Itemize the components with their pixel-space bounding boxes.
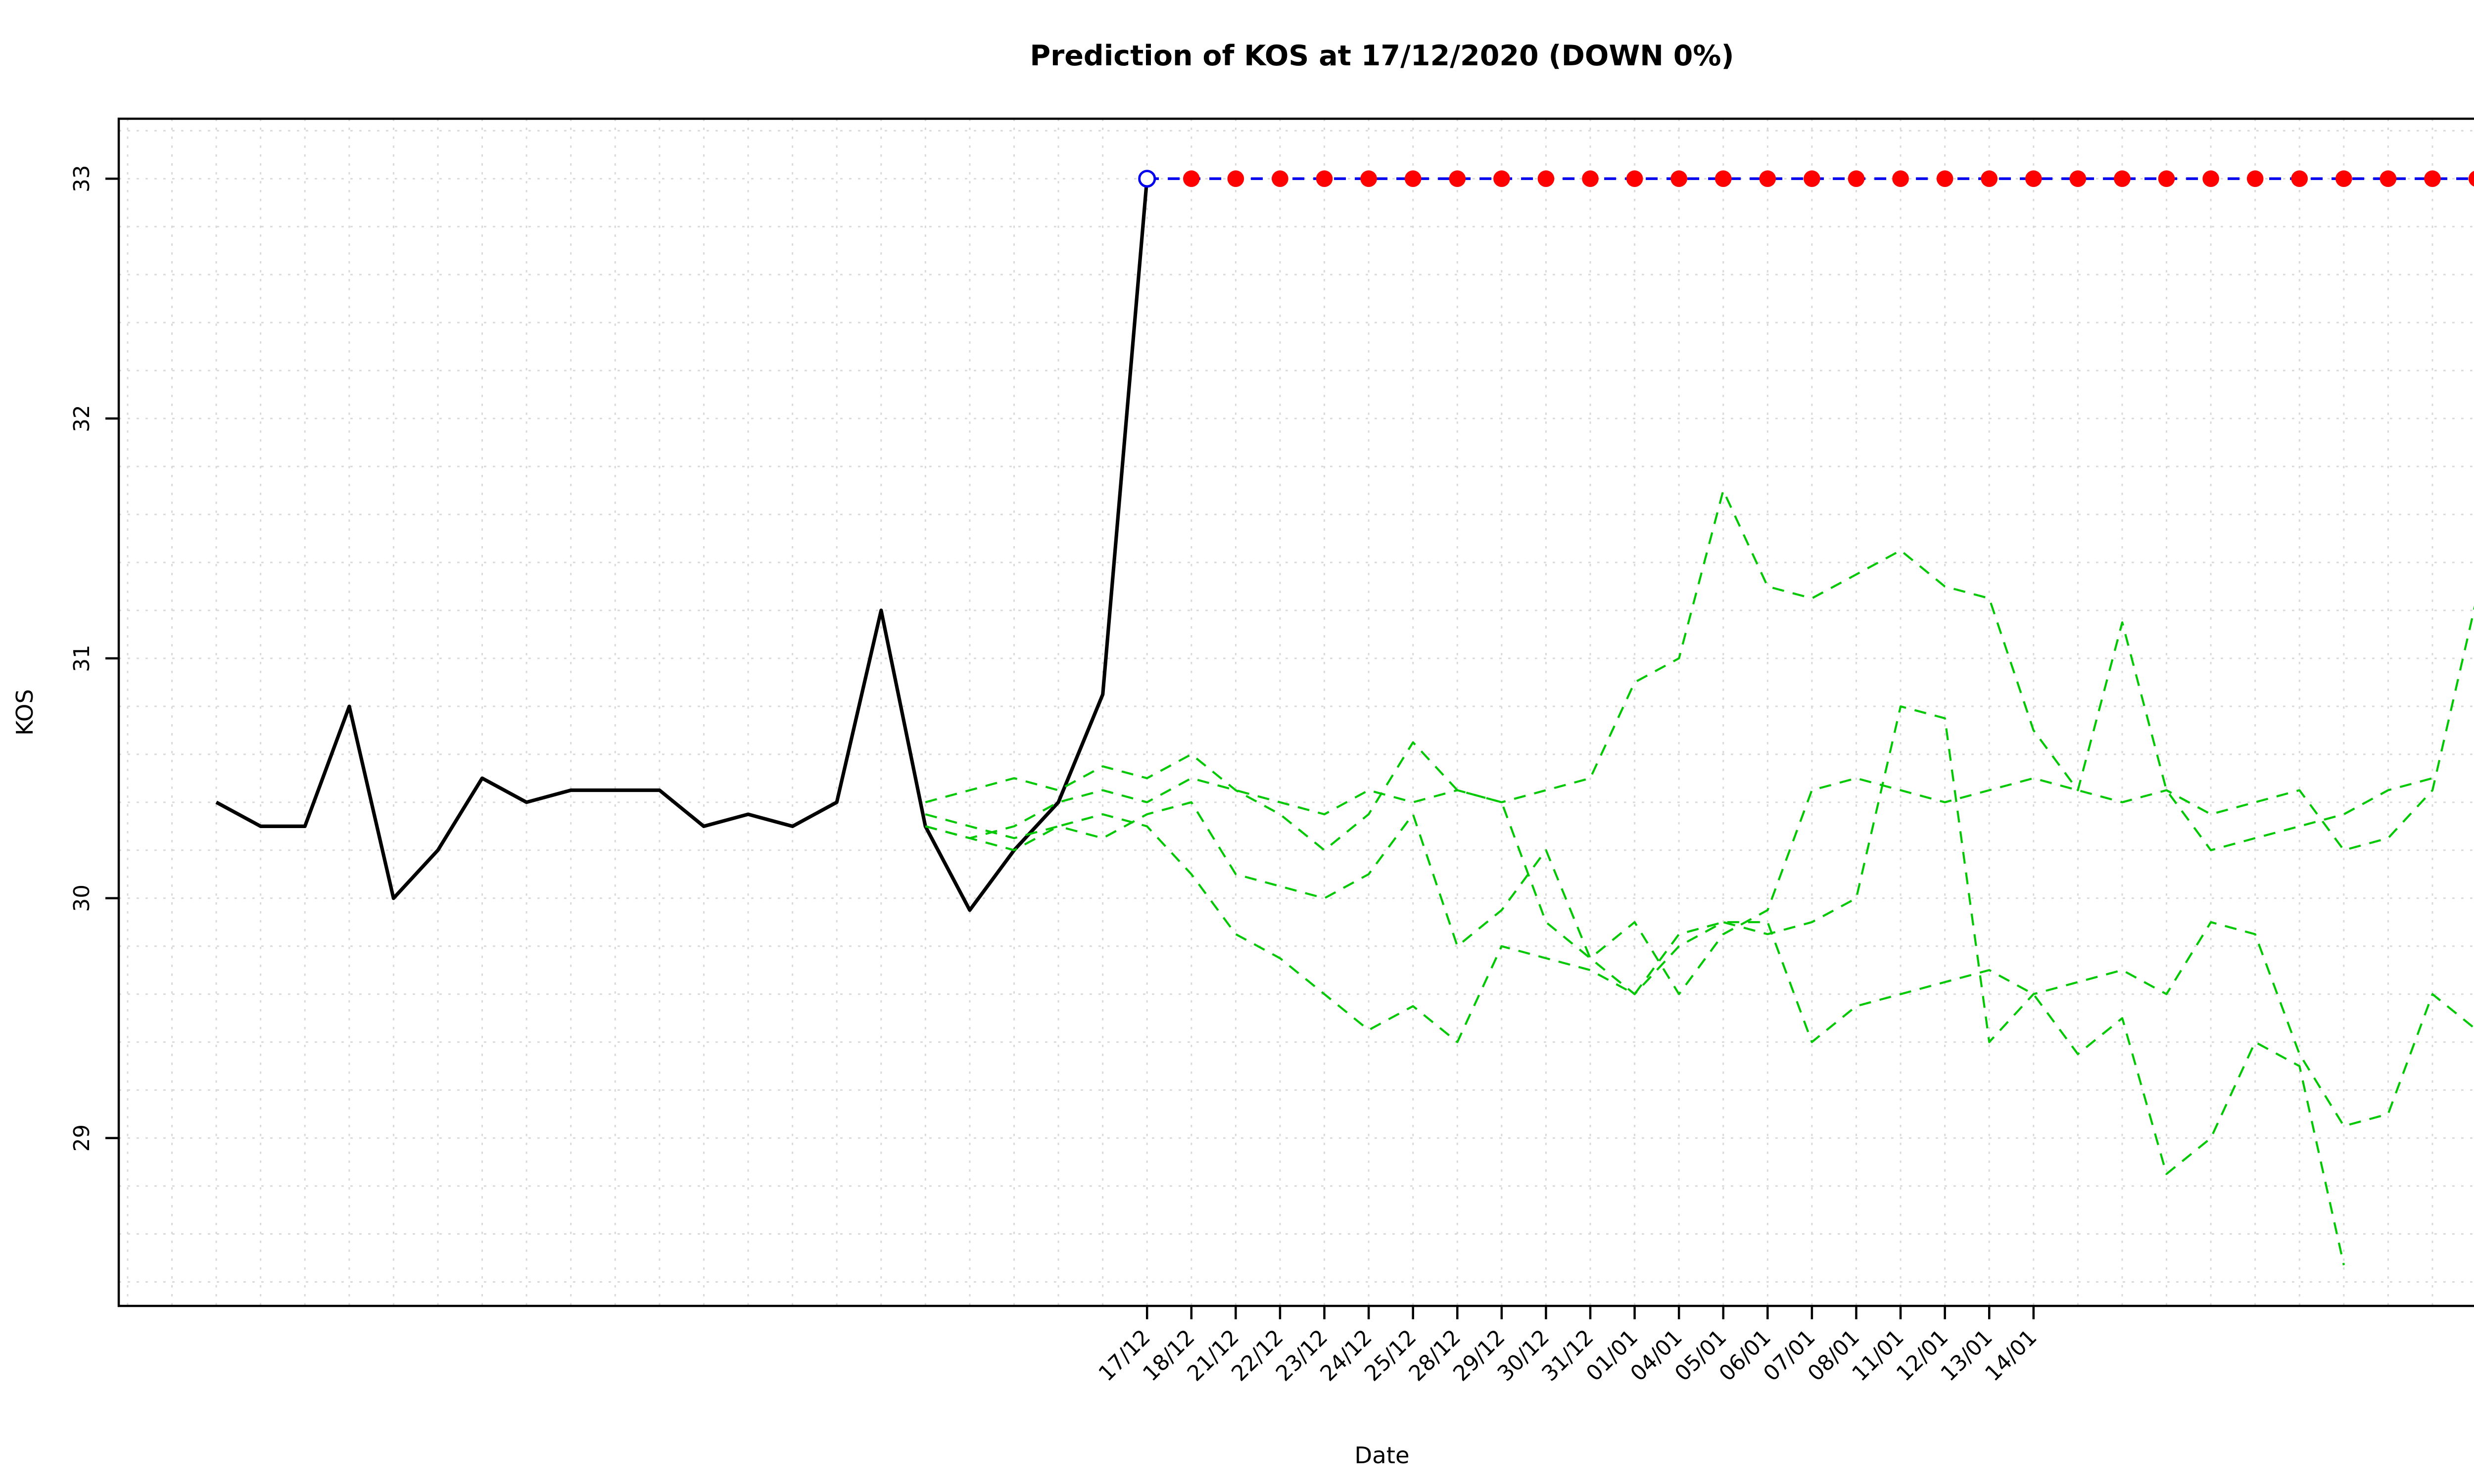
y-tick-label: 29 — [70, 1124, 95, 1152]
series-simulation-3-line — [925, 605, 2474, 995]
forecast-marker — [1936, 170, 1953, 187]
forecast-marker — [2424, 170, 2441, 187]
forecast-marker — [1316, 170, 1333, 187]
forecast-marker — [2468, 171, 2474, 187]
forecast-marker — [1360, 170, 1377, 187]
forecast-marker — [1582, 170, 1599, 187]
series-observed-line — [215, 178, 1149, 912]
forecast-marker — [2379, 170, 2397, 187]
forecast-start-marker — [1138, 170, 1156, 188]
forecast-marker — [2335, 170, 2352, 187]
forecast-marker — [1759, 170, 1776, 187]
forecast-marker — [1804, 170, 1820, 187]
series-simulation-1-line — [925, 489, 2433, 851]
forecast-marker — [1714, 170, 1732, 187]
forecast-marker — [2291, 170, 2308, 187]
y-tick-label: 30 — [70, 884, 95, 912]
forecast-marker — [2069, 170, 2087, 187]
series-layer — [215, 170, 2474, 1265]
y-tick-label: 31 — [70, 645, 95, 672]
forecast-marker — [2025, 170, 2042, 187]
forecast-marker — [1670, 170, 1687, 187]
y-tick-label: 33 — [70, 165, 95, 192]
forecast-marker — [1227, 170, 1244, 187]
forecast-marker — [2202, 170, 2219, 187]
forecast-marker — [2246, 170, 2264, 187]
forecast-marker — [1626, 170, 1643, 187]
y-axis-label: KOS — [11, 689, 38, 736]
chart-title: Prediction of KOS at 17/12/2020 (DOWN 0%… — [1030, 40, 1734, 72]
plot-frame — [117, 117, 2474, 1307]
grid-layer — [119, 119, 2474, 1306]
forecast-marker — [2114, 170, 2131, 187]
forecast-marker — [1493, 170, 1510, 187]
forecast-marker — [1848, 170, 1865, 187]
series-simulation-4-line — [925, 705, 2474, 1127]
forecast-marker — [1404, 170, 1422, 187]
forecast-marker — [1537, 170, 1555, 187]
axis-layer: 293031323317/1218/1221/1222/1223/1224/12… — [70, 117, 2474, 1386]
forecast-marker — [1981, 170, 1998, 187]
forecast-marker — [1449, 170, 1466, 187]
x-axis-label: Date — [1354, 1442, 1409, 1469]
forecast-marker — [1272, 170, 1288, 187]
forecast-marker — [1892, 170, 1909, 187]
forecast-marker — [1183, 170, 1200, 187]
y-tick-label: 32 — [70, 405, 95, 432]
forecast-marker — [2158, 170, 2175, 187]
